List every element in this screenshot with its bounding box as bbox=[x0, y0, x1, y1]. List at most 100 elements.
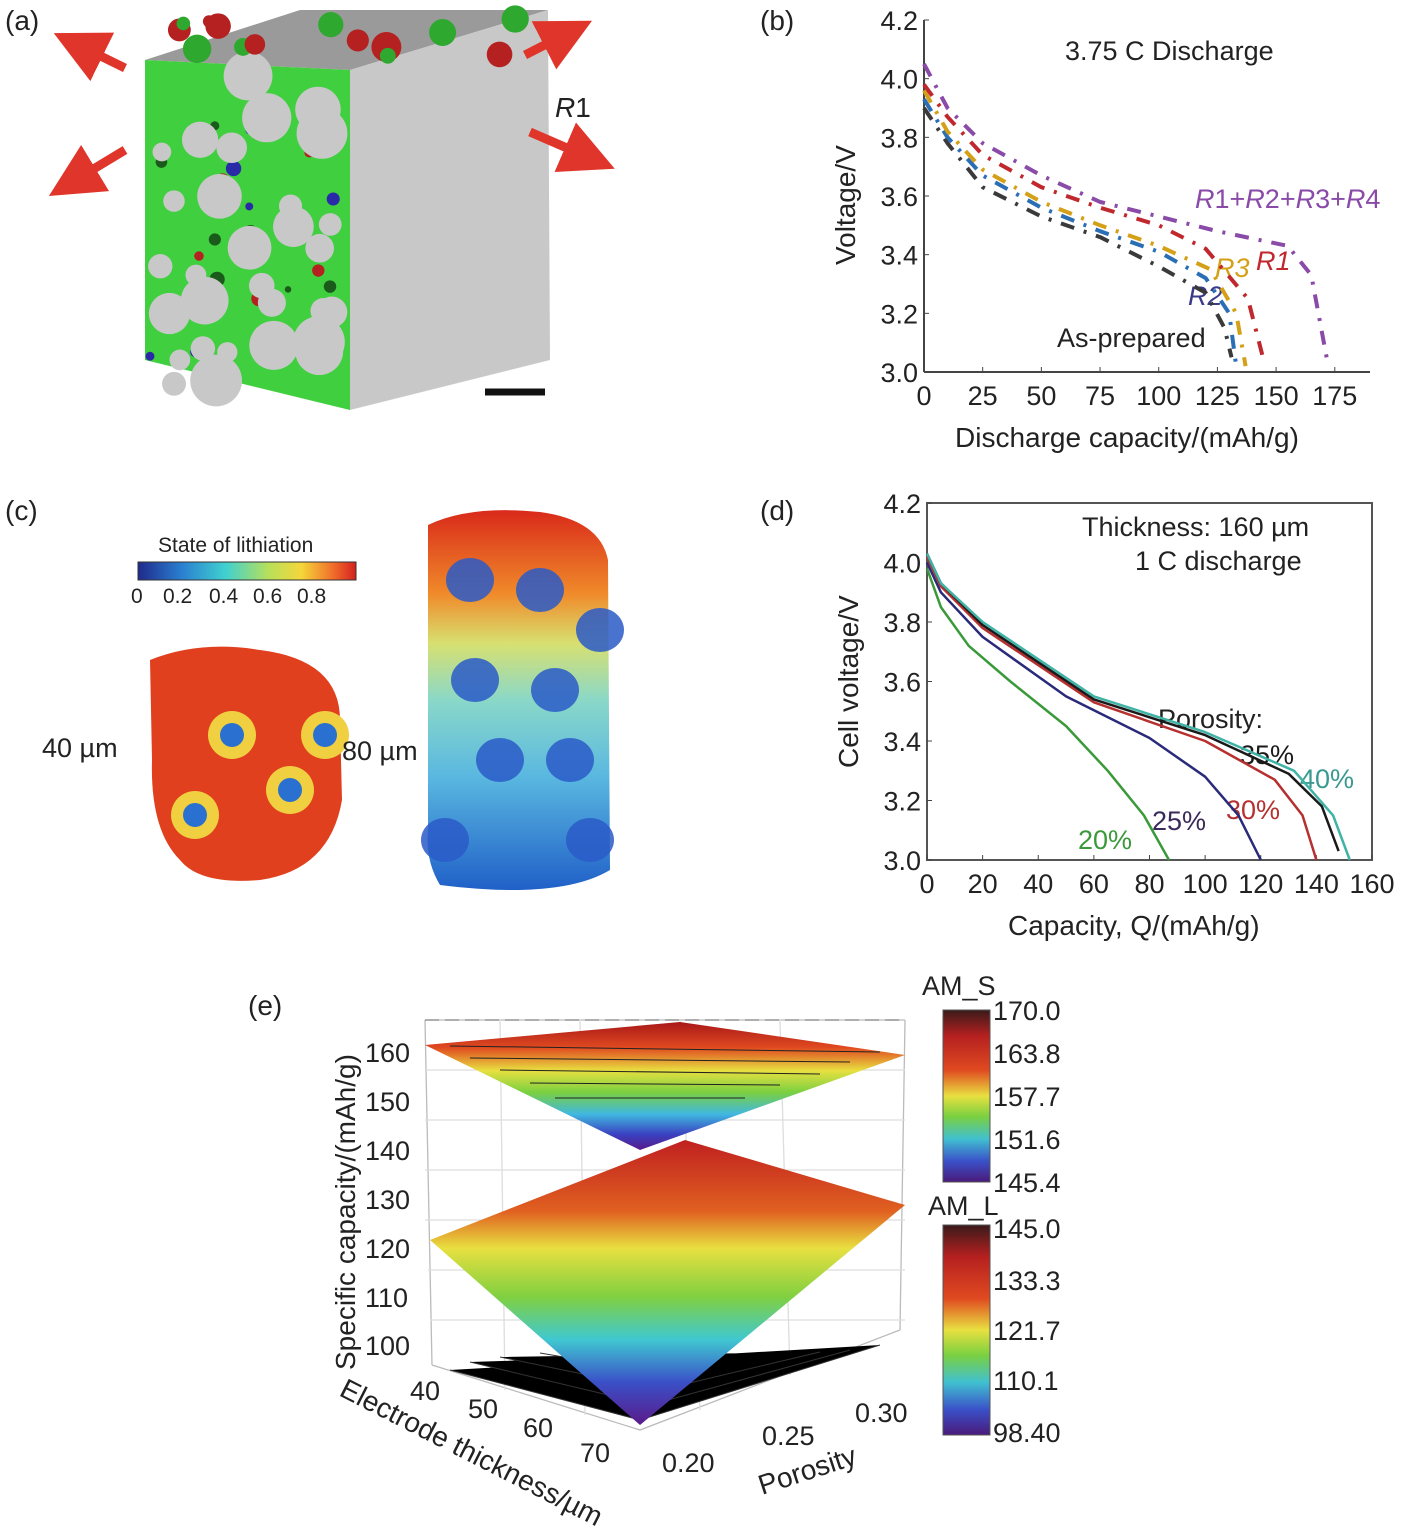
chart-d-subtitle: 1 C discharge bbox=[1135, 546, 1302, 576]
panel-b-chart: (b) 3.75 C Discharge Discharge capacity/… bbox=[760, 5, 1380, 453]
svg-text:0.8: 0.8 bbox=[297, 585, 326, 608]
particle-cross-section bbox=[148, 292, 191, 335]
x-tick-label: 120 bbox=[1238, 869, 1283, 899]
panel-label-d: (d) bbox=[760, 495, 794, 526]
panel-e: (e) 160 150 140 130 120 110 100 Specific… bbox=[248, 971, 1061, 1532]
e-thickness-ticks: 40 50 60 70 bbox=[410, 1376, 610, 1468]
x-tick-label: 40 bbox=[1023, 869, 1053, 899]
particle-cross-section bbox=[148, 254, 173, 279]
particle bbox=[531, 668, 579, 712]
particle-cross-section bbox=[180, 276, 229, 325]
y-tick-label: 3.8 bbox=[883, 608, 921, 638]
particle bbox=[546, 738, 594, 782]
chart-b-xlabel: Discharge capacity/(mAh/g) bbox=[955, 422, 1299, 453]
chart-d-ylabel: Cell voltage/V bbox=[833, 595, 864, 768]
particle-cross-section bbox=[152, 142, 172, 162]
svg-text:70: 70 bbox=[580, 1438, 610, 1468]
svg-text:0: 0 bbox=[131, 585, 143, 608]
series-line-20- bbox=[925, 568, 1171, 861]
phase-speck bbox=[312, 264, 325, 277]
series-line-40- bbox=[925, 553, 1351, 861]
top-face-speck bbox=[429, 18, 457, 47]
phase-speck bbox=[326, 192, 340, 206]
x-tick-label: 100 bbox=[1183, 869, 1228, 899]
y-tick-label: 3.8 bbox=[880, 123, 918, 153]
top-face-speck bbox=[346, 29, 369, 52]
y-tick-label: 4.0 bbox=[883, 549, 921, 579]
top-face-speck bbox=[501, 5, 529, 33]
panel-a: (a) R1 bbox=[5, 5, 615, 410]
svg-text:110: 110 bbox=[365, 1283, 408, 1313]
particle bbox=[451, 658, 499, 702]
legend-title: Porosity: bbox=[1158, 704, 1263, 734]
x-tick-label: 150 bbox=[1254, 381, 1299, 411]
particle-cross-section bbox=[162, 371, 186, 396]
phase-speck bbox=[208, 233, 221, 246]
particle-cross-section bbox=[190, 354, 243, 407]
e-yticks: 160 150 140 130 120 110 100 bbox=[365, 1038, 410, 1361]
series-line-30- bbox=[925, 556, 1318, 861]
particle-core bbox=[220, 723, 244, 747]
x-tick-label: 125 bbox=[1195, 381, 1240, 411]
series-line-as-prepared bbox=[922, 106, 1234, 358]
annotation-r1: R1 bbox=[555, 92, 591, 123]
y-tick-label: 3.6 bbox=[880, 182, 918, 212]
y-tick-label: 4.2 bbox=[880, 6, 918, 36]
particle-cross-section bbox=[169, 349, 191, 371]
y-tick-label: 3.2 bbox=[880, 299, 918, 329]
svg-text:151.6: 151.6 bbox=[993, 1125, 1061, 1155]
label-40: 40% bbox=[1300, 764, 1354, 794]
label-40um: 40 µm bbox=[42, 733, 118, 763]
svg-text:40: 40 bbox=[410, 1376, 440, 1406]
chart-b-title: 3.75 C Discharge bbox=[1065, 36, 1274, 66]
colorbar-am-s-ticks: 170.0 163.8 157.7 151.6 145.4 bbox=[993, 996, 1061, 1198]
particle-cross-section bbox=[223, 51, 273, 101]
y-tick-label: 3.0 bbox=[883, 846, 921, 876]
svg-text:145.0: 145.0 bbox=[993, 1214, 1061, 1244]
particle-cross-section bbox=[316, 296, 348, 328]
phase-speck bbox=[225, 160, 242, 177]
series-line-r3 bbox=[922, 89, 1248, 367]
particle bbox=[576, 608, 624, 652]
svg-text:0.4: 0.4 bbox=[209, 585, 239, 608]
x-tick-label: 100 bbox=[1136, 381, 1181, 411]
y-tick-label: 3.4 bbox=[880, 241, 918, 271]
particle bbox=[421, 818, 469, 862]
particle-core bbox=[313, 723, 337, 747]
colorbar-am-s-title: AM_S bbox=[922, 971, 996, 1001]
particle-cross-section bbox=[163, 190, 185, 212]
particle-cross-section bbox=[257, 288, 286, 317]
x-tick-label: 80 bbox=[1134, 869, 1164, 899]
cube-particles bbox=[145, 5, 529, 407]
panel-label-a: (a) bbox=[5, 5, 39, 36]
electrode-80um bbox=[427, 510, 610, 890]
particle-cross-section bbox=[242, 93, 292, 143]
panel-c: (c) State of lithiation 0 0.2 0.4 0.6 0.… bbox=[5, 495, 624, 890]
panel-label-c: (c) bbox=[5, 495, 38, 526]
particle-cross-section bbox=[181, 121, 219, 158]
x-tick-label: 50 bbox=[1026, 381, 1056, 411]
svg-text:170.0: 170.0 bbox=[993, 996, 1061, 1026]
colorbar-am-l bbox=[942, 1224, 991, 1436]
phase-speck bbox=[284, 286, 292, 293]
particle-cross-section bbox=[305, 233, 334, 263]
lithiation-colorbar bbox=[137, 561, 357, 581]
particle-cross-section bbox=[227, 225, 272, 270]
svg-text:60: 60 bbox=[523, 1413, 553, 1443]
particle-cross-section bbox=[197, 174, 242, 219]
particle-cross-section bbox=[293, 316, 345, 368]
y-tick-label: 3.0 bbox=[880, 358, 918, 388]
x-tick-label: 140 bbox=[1294, 869, 1339, 899]
top-face-speck bbox=[205, 13, 231, 39]
svg-text:145.4: 145.4 bbox=[993, 1168, 1061, 1198]
svg-text:160: 160 bbox=[365, 1038, 410, 1068]
label-20: 20% bbox=[1078, 825, 1132, 855]
label-as-prepared: As-prepared bbox=[1057, 323, 1206, 353]
y-tick-label: 3.4 bbox=[883, 727, 921, 757]
colorbar-am-s bbox=[942, 1009, 991, 1183]
arrow-icon bbox=[53, 32, 127, 82]
expansion-arrows bbox=[48, 20, 615, 196]
x-tick-label: 20 bbox=[968, 869, 998, 899]
svg-text:98.40: 98.40 bbox=[993, 1418, 1061, 1448]
particle-cross-section bbox=[318, 213, 342, 236]
